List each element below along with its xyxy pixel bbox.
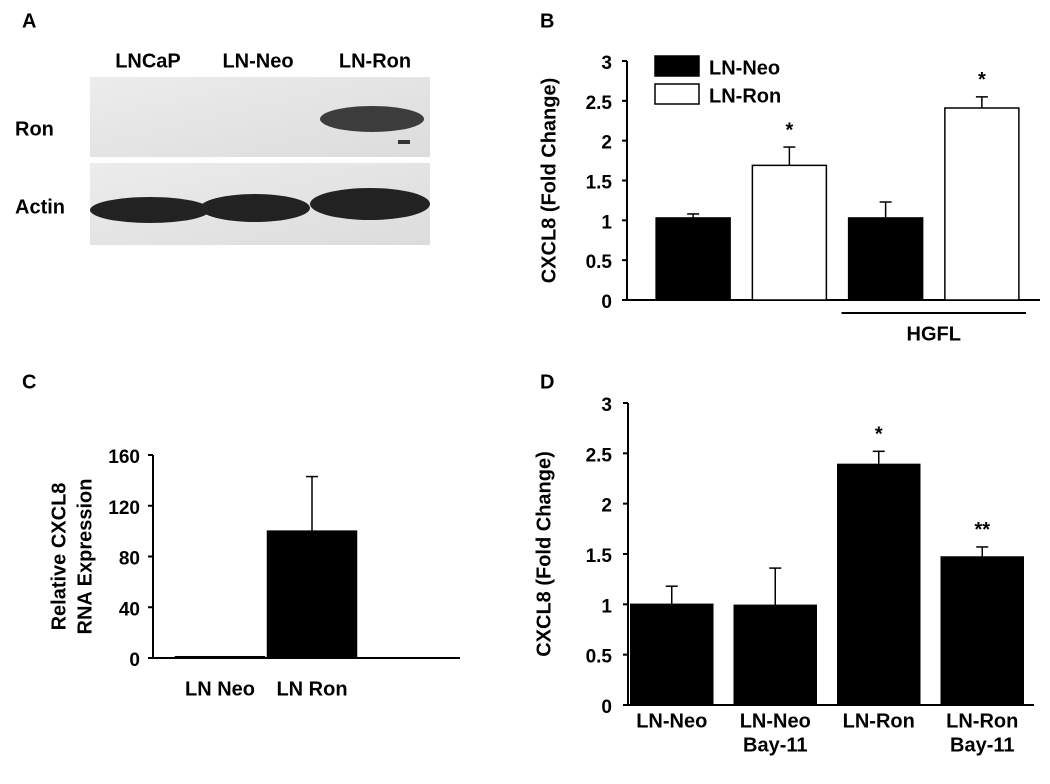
y-tick-label: 0 <box>129 650 140 671</box>
bar <box>174 655 266 659</box>
x-tick-label: LN Ron <box>276 678 347 700</box>
y-tick-label: 2 <box>601 133 612 154</box>
y-tick-label: 0.5 <box>586 647 613 668</box>
x-tick-label: LN-Neo <box>740 710 811 732</box>
bar <box>751 164 828 301</box>
x-tick-label: LN-Neo <box>636 710 707 732</box>
bar <box>847 217 924 301</box>
bar <box>733 604 817 706</box>
y-tick-label: 80 <box>119 549 140 570</box>
x-tick-label: Bay-11 <box>950 734 1015 756</box>
y-tick-label: 120 <box>108 498 140 519</box>
x-tick-label: Bay-11 <box>743 734 808 756</box>
significance: * <box>785 119 793 141</box>
band <box>310 188 430 220</box>
lane-label: LNCaP <box>115 50 181 72</box>
panel-label: A <box>22 10 36 32</box>
legend-swatch <box>654 83 700 105</box>
y-axis-label: CXCL8 (Fold Change) <box>538 78 560 284</box>
y-tick-label: 3 <box>601 53 612 74</box>
row-label: Actin <box>15 196 65 218</box>
y-tick-label: 2 <box>601 496 612 517</box>
y-tick-label: 1 <box>601 212 612 233</box>
y-tick-label: 40 <box>119 599 140 620</box>
y-tick-label: 2.5 <box>586 93 613 114</box>
y-tick-label: 2.5 <box>586 445 613 466</box>
bar <box>940 556 1024 706</box>
bar <box>266 530 358 659</box>
panel-label: C <box>22 371 36 393</box>
band <box>90 197 210 223</box>
significance: * <box>978 69 986 91</box>
bar <box>630 603 714 706</box>
significance: * <box>875 424 883 446</box>
panel-label: B <box>540 10 554 32</box>
x-tick-label: LN-Ron <box>946 710 1018 732</box>
legend-label: LN-Neo <box>709 57 780 79</box>
lane-label: LN-Ron <box>339 50 411 72</box>
y-tick-label: 1.5 <box>586 173 613 194</box>
legend-swatch <box>654 55 700 77</box>
y-tick-label: 0.5 <box>586 252 613 273</box>
bar <box>944 107 1020 301</box>
y-tick-label: 3 <box>601 395 612 416</box>
band <box>200 194 310 222</box>
bar <box>837 463 921 706</box>
y-tick-label: 160 <box>108 447 140 468</box>
y-tick-label: 1.5 <box>586 546 613 567</box>
band <box>398 140 410 144</box>
x-tick-label: LN-Ron <box>843 710 915 732</box>
row-label: Ron <box>15 118 54 140</box>
y-axis-label: Relative CXCL8 <box>48 483 70 631</box>
y-axis-label: CXCL8 (Fold Change) <box>533 451 555 657</box>
band <box>320 106 424 132</box>
x-tick-label: LN Neo <box>185 678 255 700</box>
y-axis-label: RNA Expression <box>74 479 96 635</box>
lane-label: LN-Neo <box>222 50 293 72</box>
y-tick-label: 0 <box>601 292 612 313</box>
y-tick-label: 1 <box>601 596 612 617</box>
legend-label: LN-Ron <box>709 85 781 107</box>
significance: ** <box>974 519 990 541</box>
y-tick-label: 0 <box>601 697 612 718</box>
panel-label: D <box>540 371 554 393</box>
bar <box>655 217 731 301</box>
x-tick-label: HGFL <box>907 323 961 345</box>
